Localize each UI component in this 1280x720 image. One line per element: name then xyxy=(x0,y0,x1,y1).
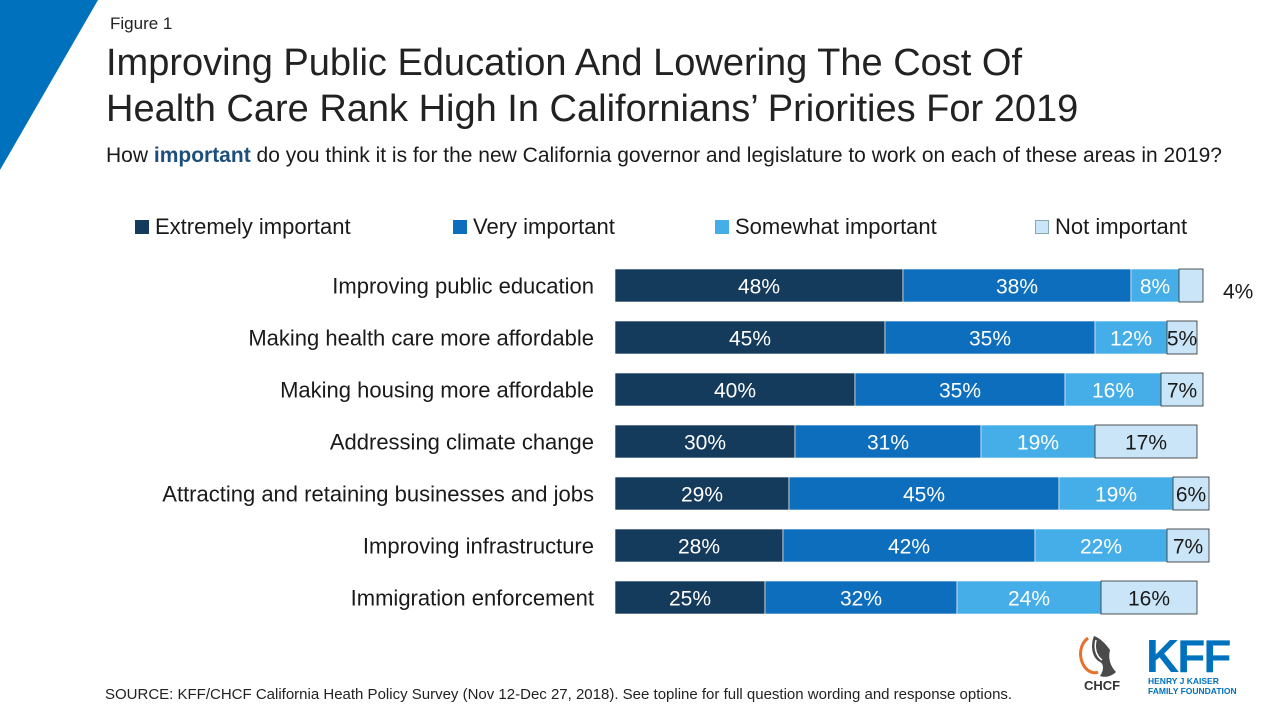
category-label: Making health care more affordable xyxy=(248,326,594,351)
subtitle-pre: How xyxy=(106,144,154,167)
bar-segment-extremely-important xyxy=(614,476,790,511)
legend-label: Extremely important xyxy=(155,214,351,239)
chcf-logo: CHCF xyxy=(1079,636,1120,693)
data-label: 31% xyxy=(867,432,909,455)
category-label: Making housing more affordable xyxy=(280,378,594,403)
figure-label: Figure 1 xyxy=(110,14,173,33)
subtitle-emphasis: important xyxy=(153,144,251,167)
data-label: 19% xyxy=(1017,432,1059,455)
chart-subtitle: How important do you think it is for the… xyxy=(106,142,1226,169)
bar-segment-very-important xyxy=(782,528,1036,563)
legend-item-not-important: Not important xyxy=(1035,214,1187,240)
chcf-logo-text: CHCF xyxy=(1084,678,1120,693)
title-line-2: Health Care Rank High In Californians’ P… xyxy=(106,88,1079,130)
data-label: 24% xyxy=(1008,588,1050,611)
data-label: 28% xyxy=(678,536,720,559)
legend-item-somewhat-important: Somewhat important xyxy=(715,214,937,240)
bar-segment-extremely-important xyxy=(614,424,796,459)
legend-item-very-important: Very important xyxy=(453,214,615,240)
legend-label: Very important xyxy=(473,214,615,239)
data-label: 12% xyxy=(1110,328,1152,351)
kff-logo-sub2: FAMILY FOUNDATION xyxy=(1148,686,1237,696)
data-label: 45% xyxy=(729,328,771,351)
bar-segment-not-important xyxy=(1166,320,1198,355)
data-label: 42% xyxy=(888,536,930,559)
data-label: 5% xyxy=(1167,328,1197,351)
bar-segment-very-important xyxy=(794,424,982,459)
bar-segment-extremely-important xyxy=(614,528,784,563)
bar-segment-very-important xyxy=(884,320,1096,355)
data-label: 45% xyxy=(903,484,945,507)
bar-segment-not-important xyxy=(1172,476,1210,511)
bar-segment-not-important xyxy=(1160,372,1204,407)
bar-segment-somewhat-important xyxy=(956,580,1102,615)
bar-segment-very-important xyxy=(854,372,1066,407)
data-label: 30% xyxy=(684,432,726,455)
bar-segment-very-important xyxy=(902,268,1132,303)
data-label: 16% xyxy=(1128,588,1170,611)
legend: Extremely important Very important Somewha… xyxy=(135,214,1235,242)
legend-swatch xyxy=(135,220,149,234)
bar-segment-not-important xyxy=(1094,424,1198,459)
category-label: Addressing climate change xyxy=(330,430,594,455)
data-label: 4% xyxy=(1223,281,1253,304)
bar-segment-somewhat-important xyxy=(1130,268,1180,303)
title-line-1: Improving Public Education And Lowering … xyxy=(106,42,1023,84)
bar-segment-very-important xyxy=(764,580,958,615)
category-label: Improving infrastructure xyxy=(363,534,594,559)
category-label: Immigration enforcement xyxy=(351,586,594,611)
data-label: 22% xyxy=(1080,536,1122,559)
legend-label: Somewhat important xyxy=(735,214,937,239)
data-label: 6% xyxy=(1176,484,1206,507)
source-note: SOURCE: KFF/CHCF California Heath Policy… xyxy=(105,686,1013,703)
data-label: 19% xyxy=(1095,484,1137,507)
data-label: 29% xyxy=(681,484,723,507)
bar-segment-extremely-important xyxy=(614,268,904,303)
data-label: 17% xyxy=(1125,432,1167,455)
data-label: 7% xyxy=(1173,536,1203,559)
bar-segment-somewhat-important xyxy=(1058,476,1174,511)
data-label: 35% xyxy=(969,328,1011,351)
data-label: 40% xyxy=(714,380,756,403)
data-label: 7% xyxy=(1167,380,1197,403)
bar-segment-extremely-important xyxy=(614,320,886,355)
bar-segment-somewhat-important xyxy=(1064,372,1162,407)
bar-segment-very-important xyxy=(788,476,1060,511)
kff-logo-sub1: HENRY J KAISER xyxy=(1148,676,1219,686)
category-label: Attracting and retaining businesses and … xyxy=(162,482,594,507)
bar-segment-somewhat-important xyxy=(1094,320,1168,355)
legend-label: Not important xyxy=(1055,214,1188,239)
legend-swatch xyxy=(1035,220,1049,234)
kff-logo: KFF HENRY J KAISER FAMILY FOUNDATION xyxy=(1146,630,1237,696)
bar-segment-not-important xyxy=(1178,268,1204,303)
data-label: 38% xyxy=(996,276,1038,299)
data-label: 35% xyxy=(939,380,981,403)
bar-segment-extremely-important xyxy=(614,372,856,407)
subtitle-post: do you think it is for the new Californi… xyxy=(250,144,1222,167)
data-label: 25% xyxy=(669,588,711,611)
bar-segment-not-important xyxy=(1100,580,1198,615)
legend-swatch xyxy=(715,220,729,234)
bar-segment-extremely-important xyxy=(614,580,766,615)
corner-accent-shape xyxy=(0,0,98,170)
stacked-bar-chart: Improving public education 48% 38% 8% 4% Maki… xyxy=(162,268,1253,615)
legend-swatch xyxy=(453,220,467,234)
data-label: 8% xyxy=(1140,276,1170,299)
bar-segment-somewhat-important xyxy=(980,424,1096,459)
data-label: 16% xyxy=(1092,380,1134,403)
data-label: 32% xyxy=(840,588,882,611)
category-label: Improving public education xyxy=(332,274,594,299)
kff-logo-text: KFF xyxy=(1146,630,1230,682)
data-label: 48% xyxy=(738,276,780,299)
legend-item-extremely-important: Extremely important xyxy=(135,214,351,240)
chart-title: Improving Public Education And Lowering … xyxy=(106,40,1256,132)
bar-segment-not-important xyxy=(1166,528,1210,563)
